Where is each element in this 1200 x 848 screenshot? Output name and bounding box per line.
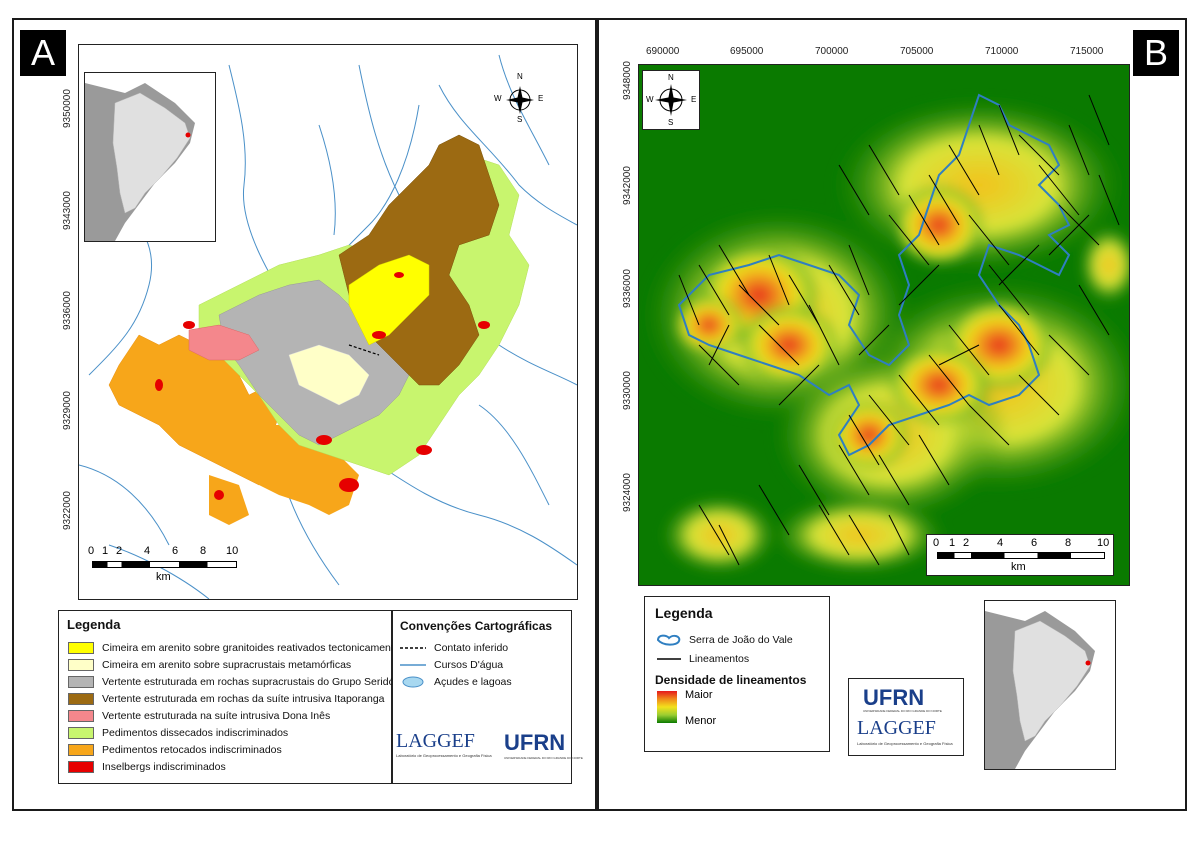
conventions-title: Convenções Cartográficas	[400, 619, 553, 633]
legend-item: Vertente estruturada em rochas supracrus…	[68, 676, 394, 688]
legend-title: Legenda	[67, 617, 121, 632]
cimeira-granitoides	[348, 254, 430, 346]
legend-lineamentos: Lineamentos	[657, 653, 750, 665]
inselbergs	[155, 272, 490, 500]
compass-n: N	[517, 72, 523, 81]
panel-a-inset-map	[84, 72, 216, 242]
legend-item: Vertente estruturada em rochas da suíte …	[68, 693, 385, 705]
compass-w: W	[494, 94, 502, 103]
panel-b-compass: N S E W	[642, 70, 700, 130]
legend-item: Pedimentos retocados indiscriminados	[68, 744, 282, 756]
ufrn-logo: UFRN UNIVERSIDADE FEDERAL DO RIO GRANDE …	[504, 730, 583, 760]
panel-a-conventions: Convenções Cartográficas	[392, 610, 572, 784]
y-tick: 9329000	[62, 391, 73, 430]
vertente-dona-ines	[188, 324, 260, 361]
panel-a-letter: A	[20, 30, 66, 76]
y-tick: 9336000	[62, 291, 73, 330]
y-tick: 9350000	[62, 89, 73, 128]
panel-b-legend: Legenda Serra de João do Vale Lineamento…	[644, 596, 830, 752]
legend-item: Vertente estruturada na suíte intrusiva …	[68, 710, 330, 722]
density-gradient	[657, 691, 677, 723]
y-tick: 9343000	[62, 191, 73, 230]
legend-item: Inselbergs indiscriminados	[68, 761, 226, 773]
legend-item: Pedimentos dissecados indiscriminados	[68, 727, 288, 739]
serra-joao-do-vale-outline	[677, 93, 1071, 457]
convention-river: Cursos D'água	[400, 659, 504, 671]
panel-b-letter: B	[1133, 30, 1179, 76]
lineaments	[678, 94, 1120, 566]
panel-a-compass: N S E W	[494, 72, 544, 124]
panel-b-inset-map	[984, 600, 1116, 770]
convention-lakes: Açudes e lagoas	[400, 676, 512, 688]
panel-b-scale-bar: 0 1 2 4 6 8 10 km	[926, 534, 1114, 576]
cimeira-supracrustais	[288, 344, 370, 406]
legend-item: Cimeira em arenito sobre granitoides rea…	[68, 642, 400, 654]
panel-b-logos: UFRN UNIVERSIDADE FEDERAL DO RIO GRANDE …	[848, 678, 964, 756]
panel-a-scale-bar: 0 1 2 4 6 8 10 km	[88, 545, 239, 583]
panel-b-lineament-density-map	[638, 64, 1130, 586]
compass-e: E	[538, 94, 544, 103]
outer-frame-right	[597, 18, 1187, 811]
legend-item: Cimeira em arenito sobre supracrustais m…	[68, 659, 351, 671]
outer-frame-left	[12, 18, 597, 811]
y-tick: 9322000	[62, 491, 73, 530]
laggef-logo: LAGGEF Laboratório de Geoprocessamento e…	[396, 730, 492, 758]
panel-a-legend: Legenda	[58, 610, 392, 784]
compass-s: S	[517, 115, 523, 124]
legend-serra: Serra de João do Vale	[655, 633, 793, 647]
convention-contact: Contato inferido	[400, 642, 509, 654]
